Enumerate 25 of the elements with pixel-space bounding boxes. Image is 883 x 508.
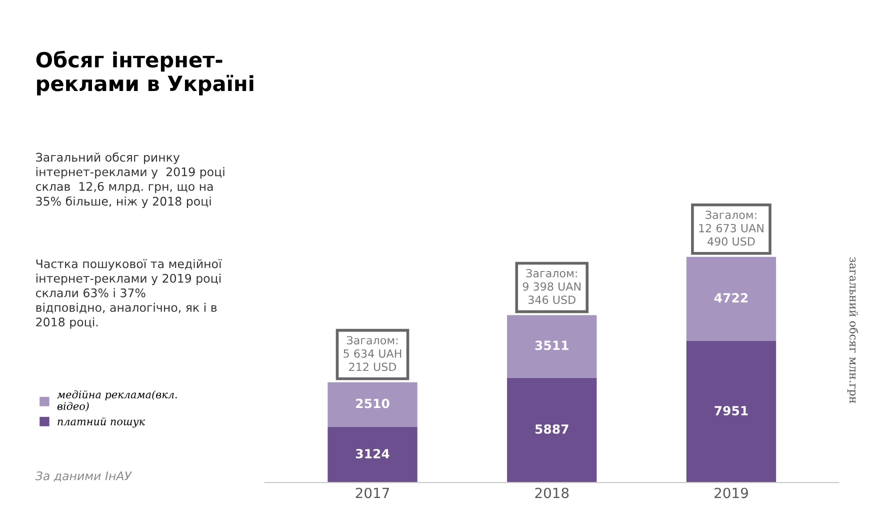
data-label: 5887 [535,424,568,434]
legend-label: медійна реклама(вкл. відео) [57,390,177,412]
total-label: Загалом: 12 673 UAN 490 USD [699,210,764,246]
x-tick-label: 2019 [714,488,748,498]
bar [328,382,418,427]
data-label: 7951 [714,406,748,416]
bar [507,315,597,378]
data-label: 3124 [356,448,390,458]
text: Загальний обсяг ринку інтернет-реклами у 2019 році склав 12,6 млрд. грн, що на 35% більше, ніж у 2018 році [36,152,224,208]
text: Частка пошукової та медійної інтернет-реклами у 2019 році склали 63% і 37% відповідно, аналогічно, як і в 2018 році. [36,259,222,329]
total-label: Загалом: 9 398 UAN 346 USD [522,269,580,304]
data-label: 4722 [714,293,748,302]
y-axis-title: загальний обсяг млн.грн [847,257,858,404]
bar [328,426,418,483]
total-label: Загалом: 5 634 UAH 212 USD [344,336,402,372]
data-label: 2510 [356,398,390,408]
x-tick-label: 2017 [356,488,389,498]
legend-label: платний пошук [58,417,146,428]
x-tick-label: 2018 [535,488,569,498]
text: За даними ІнАУ [35,471,132,482]
chart-title: Обсяг інтернет- реклами в Україні [36,50,254,96]
bar [507,378,597,483]
data-label: 3511 [535,340,568,350]
bar [686,256,776,341]
bar [686,340,776,483]
